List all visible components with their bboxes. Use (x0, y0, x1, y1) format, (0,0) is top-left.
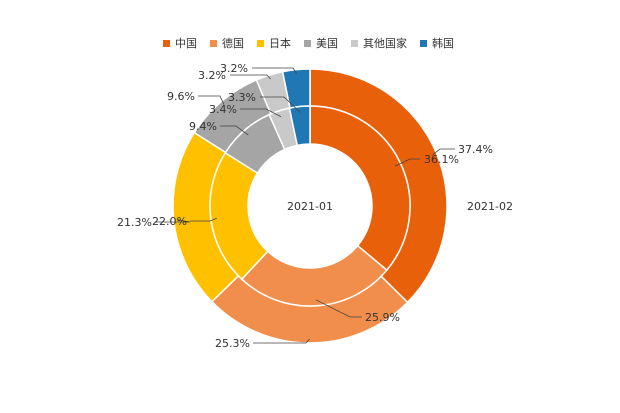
inner-slice-cat-6 (288, 105, 311, 147)
outer-leader-cat-6 (252, 67, 297, 74)
legend-label-cat-2: 德国 (222, 36, 244, 50)
outer-value-label-cat-2: 25.3% (215, 337, 250, 350)
inner-value-label-cat-2: 25.9% (365, 311, 400, 324)
outer-value-label-cat-3: 21.3% (117, 216, 152, 229)
outer-value-label-cat-5: 3.2% (198, 69, 226, 82)
legend-label-cat-1: 中国 (175, 37, 197, 50)
outer-leader-cat-4 (198, 95, 225, 105)
inner-slice-cat-1 (309, 105, 411, 272)
inner-value-label-cat-4: 9.4% (189, 120, 217, 133)
legend-marker-cat-4 (304, 40, 311, 47)
legend-label-cat-3: 日本 (269, 36, 291, 50)
inner-value-label-cat-1: 36.1% (424, 153, 459, 166)
outer-value-label-cat-4: 9.6% (167, 90, 195, 103)
data-labels: 37.4%25.3%21.3%9.6%3.2%3.2%36.1%25.9%22.… (117, 62, 493, 350)
inner-leader-cat-1 (394, 158, 420, 167)
inner-leader-cat-3 (190, 217, 217, 222)
outer-value-label-cat-6: 3.2% (220, 62, 248, 75)
inner-leader-cat-2 (315, 299, 362, 318)
outer-value-label-cat-1: 37.4% (458, 143, 493, 156)
legend-label-cat-5: 其他国家 (363, 36, 407, 50)
outer-series-name: 2021-02 (467, 200, 513, 213)
outer-leader-cat-3 (155, 219, 191, 223)
legend-label-cat-4: 美国 (316, 37, 338, 50)
inner-value-label-cat-3: 22.0% (152, 215, 187, 228)
legend-marker-cat-5 (351, 40, 358, 47)
legend: 中国 德国 日本 美国 其他国家 韩国 (163, 36, 454, 50)
outer-leader-cat-2 (253, 338, 310, 344)
legend-label-cat-6: 韩国 (432, 36, 454, 50)
inner-ring (209, 105, 411, 307)
inner-leader-cat-6 (260, 96, 301, 113)
leader-lines (155, 67, 455, 344)
outer-leader-cat-5 (230, 74, 271, 80)
legend-marker-cat-2 (210, 40, 217, 47)
outer-leader-cat-1 (432, 148, 455, 156)
inner-leader-cat-4 (220, 125, 249, 136)
legend-marker-cat-3 (257, 40, 264, 47)
legend-marker-cat-1 (163, 40, 170, 47)
legend-marker-cat-6 (420, 40, 427, 47)
inner-series-name: 2021-01 (287, 200, 333, 213)
inner-value-label-cat-5: 3.4% (209, 103, 237, 116)
inner-value-label-cat-6: 3.3% (228, 91, 256, 104)
inner-leader-cat-5 (240, 108, 282, 117)
